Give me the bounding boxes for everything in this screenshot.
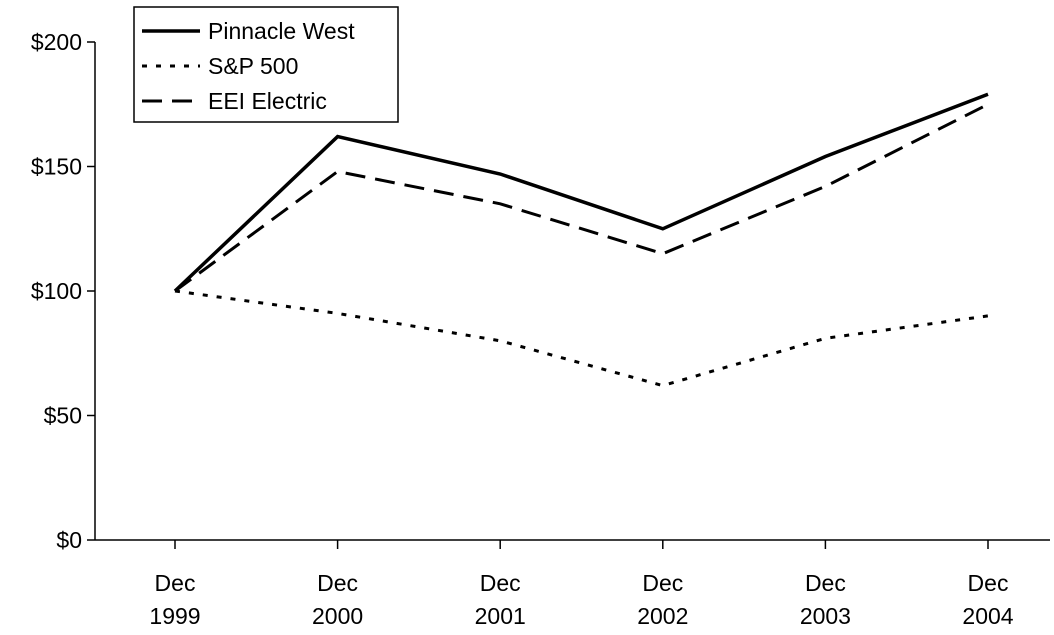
legend-label: S&P 500 — [208, 53, 298, 79]
axes: $0 $50 $100 $150 $200 Dec 1999 Dec 2000 Dec 2001 De… — [31, 29, 1050, 629]
x-tick-label: 1999 — [149, 603, 200, 629]
x-tick-label: 2000 — [312, 603, 363, 629]
x-tick-label: 2002 — [637, 603, 688, 629]
x-tick-label: Dec — [805, 570, 846, 596]
series-line-pinnacle-west — [173, 92, 989, 293]
x-tick-label: 2004 — [962, 603, 1013, 629]
y-tick-label: $150 — [31, 154, 82, 180]
x-tick-label: Dec — [968, 570, 1009, 596]
series-line-s-p-500 — [174, 289, 989, 388]
y-tick-label: $50 — [44, 403, 82, 429]
x-tick-label: Dec — [317, 570, 358, 596]
y-tick-label: $0 — [56, 527, 82, 553]
x-tick-label: 2003 — [800, 603, 851, 629]
series-lines — [173, 92, 989, 388]
series-line-eei-electric — [174, 102, 989, 293]
legend: Pinnacle West S&P 500 EEI Electric — [133, 6, 399, 123]
x-tick-label: Dec — [642, 570, 683, 596]
x-tick-label: Dec — [480, 570, 521, 596]
legend-label: Pinnacle West — [208, 18, 355, 44]
legend-box — [133, 6, 399, 123]
y-tick-label: $200 — [31, 29, 82, 55]
x-tick-label: Dec — [155, 570, 196, 596]
legend-label: EEI Electric — [208, 88, 327, 114]
x-tick-label: 2001 — [475, 603, 526, 629]
y-tick-label: $100 — [31, 278, 82, 304]
